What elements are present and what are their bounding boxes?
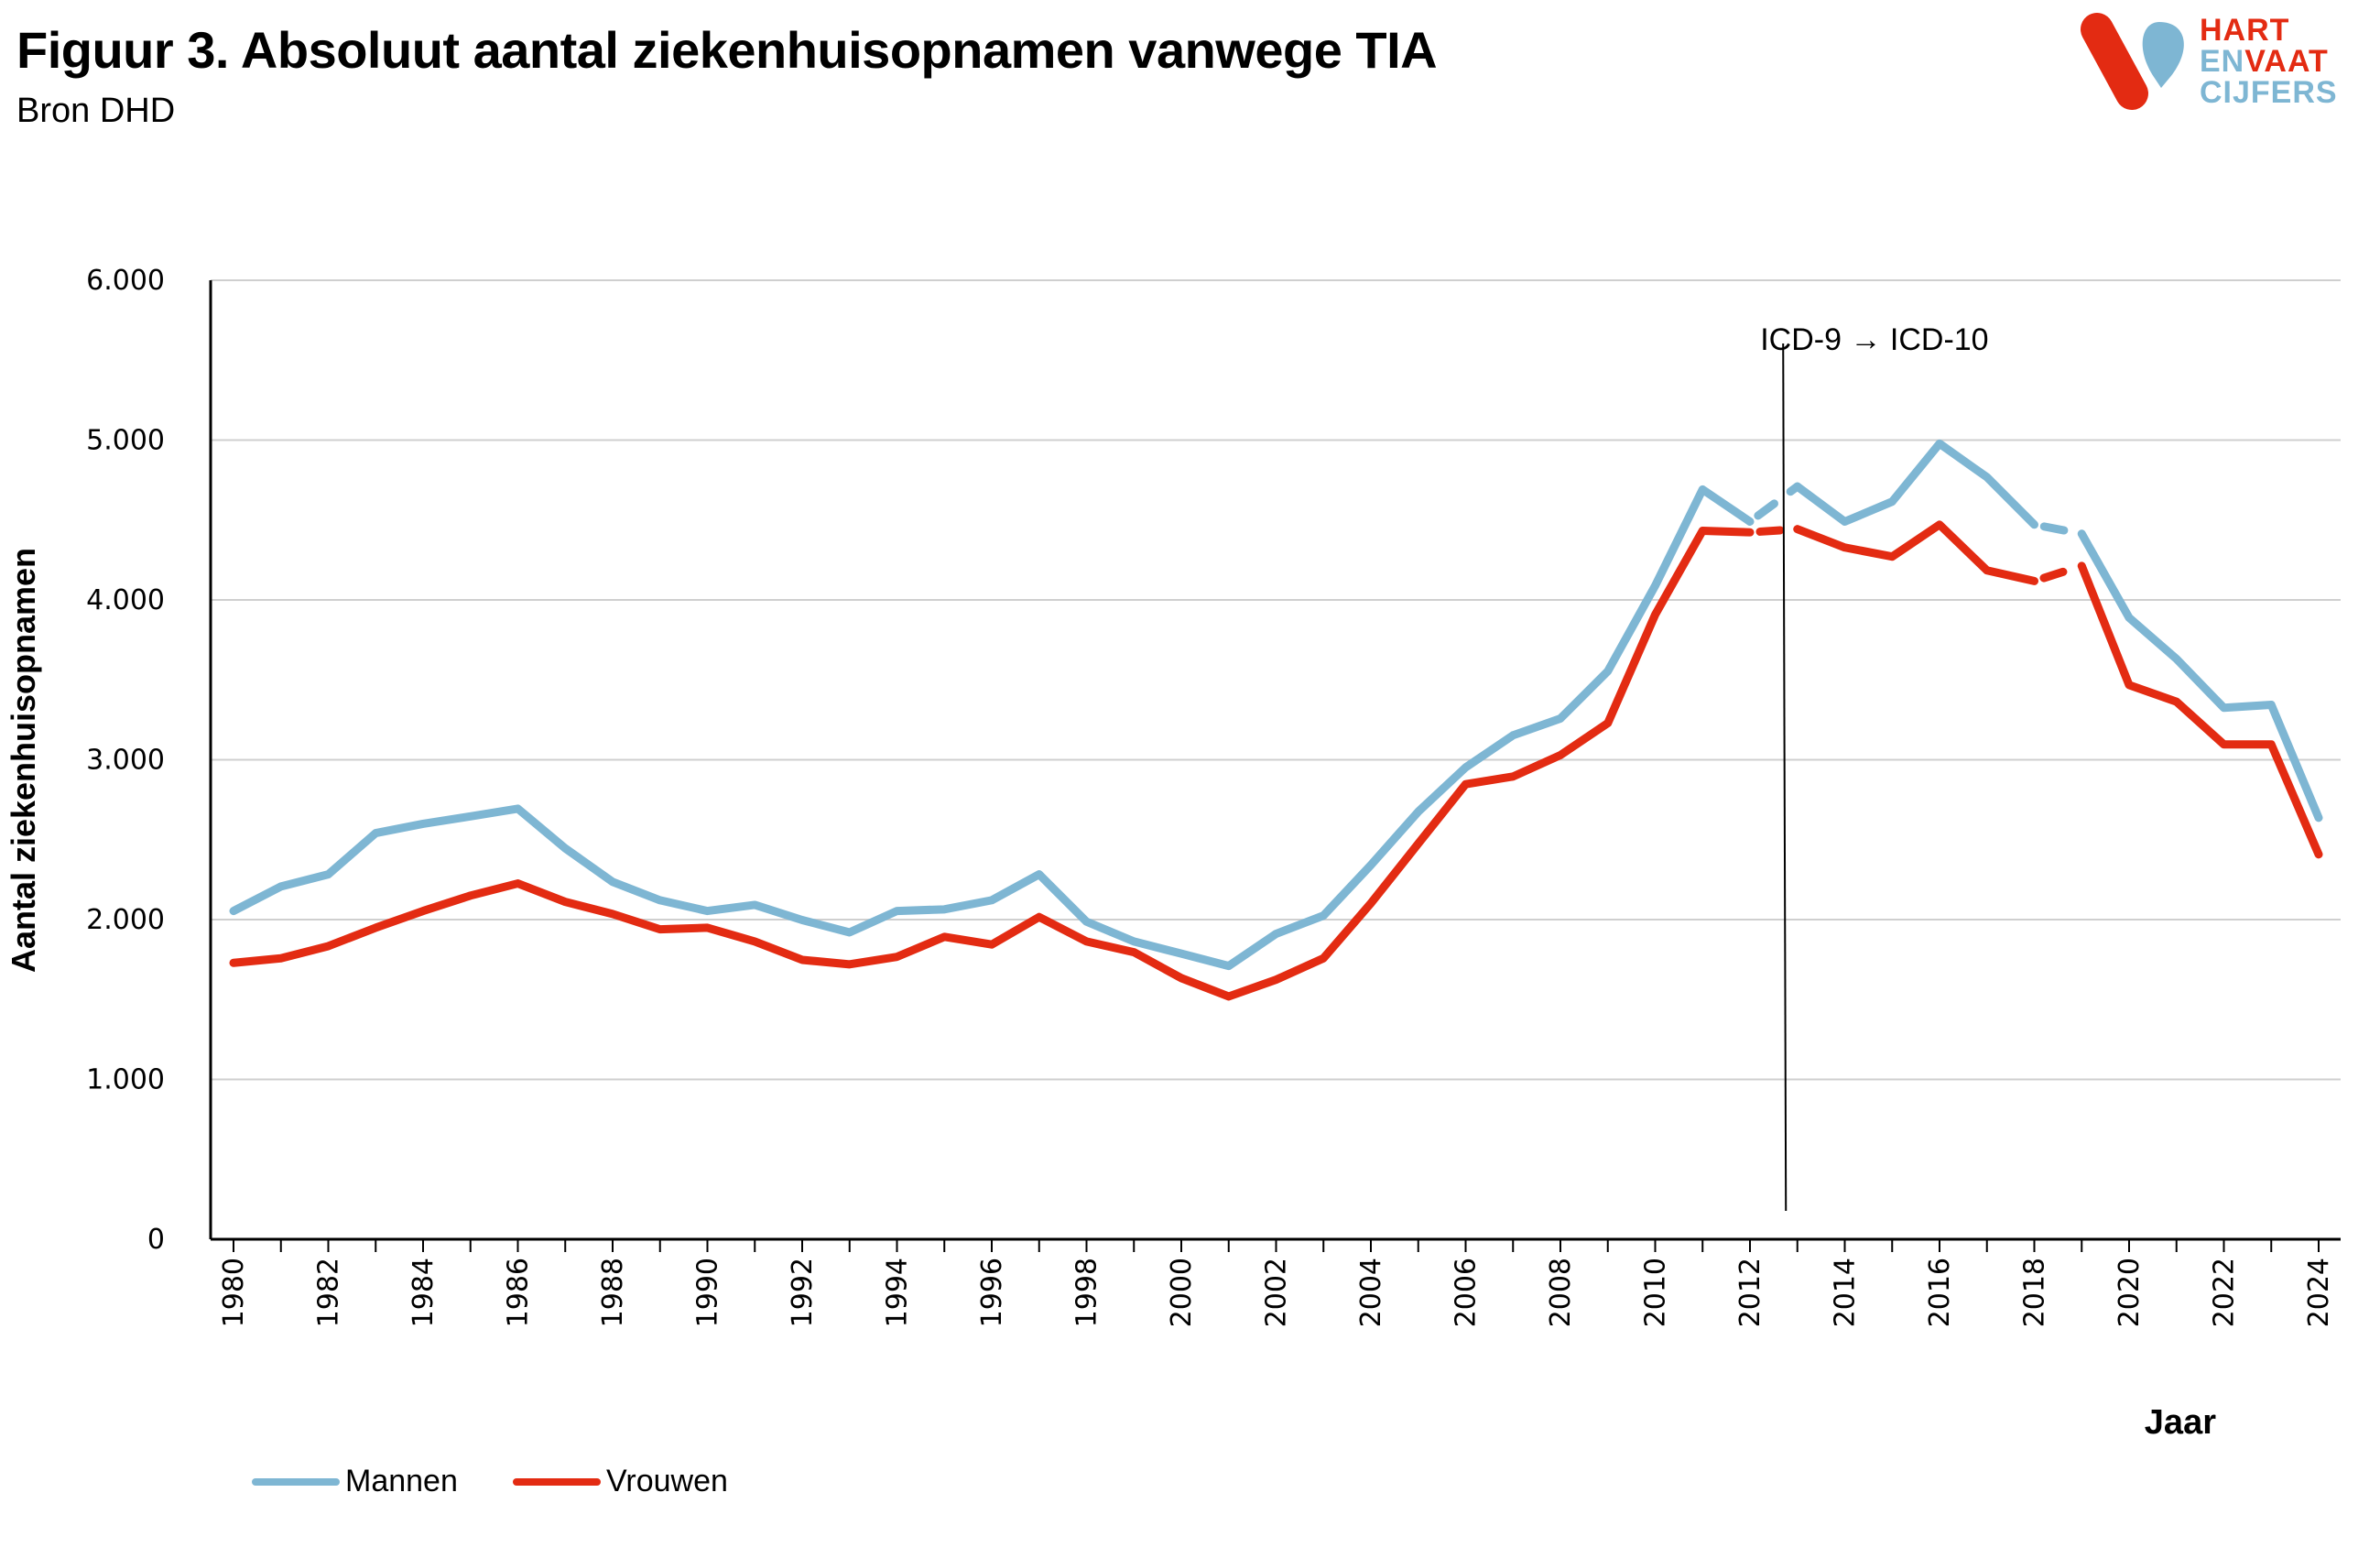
- logo-text-hart: HART: [2200, 13, 2290, 48]
- x-tick-label: 1998: [1071, 1258, 1103, 1327]
- y-tick-label: 6.000: [86, 265, 165, 297]
- x-tick-label: 1988: [597, 1258, 629, 1327]
- y-tick-label: 5.000: [86, 425, 165, 457]
- x-tick-label: 2016: [1924, 1258, 1956, 1327]
- x-tick-label: 1982: [313, 1258, 345, 1327]
- y-tick-label: 4.000: [86, 584, 165, 616]
- x-tick-label: 1984: [408, 1258, 440, 1327]
- chart-title: Figuur 3. Absoluut aantal ziekenhuisopna…: [16, 21, 1438, 79]
- series-dashed-segment-mannen: [2030, 520, 2086, 539]
- x-tick-label: 1986: [503, 1258, 535, 1327]
- legend-label-vrouwen: Vrouwen: [606, 1464, 728, 1498]
- x-tick-label: 1992: [787, 1258, 819, 1327]
- series-line-mannen: [1793, 439, 2038, 529]
- legend-swatch-mannen: [252, 1477, 340, 1486]
- x-tick-label: 1994: [882, 1258, 914, 1327]
- x-tick-label: 1996: [976, 1258, 1008, 1327]
- y-tick-label: 2.000: [86, 904, 165, 936]
- x-tick-label: 2024: [2303, 1258, 2335, 1327]
- chart-subtitle: Bron DHD: [16, 92, 176, 130]
- legend-item-vrouwen: Vrouwen: [513, 1464, 728, 1499]
- x-tick-label: 2010: [1640, 1258, 1672, 1327]
- logo-mark-icon: [2081, 13, 2184, 110]
- x-tick-label: 1990: [692, 1258, 724, 1327]
- x-tick-label: 1980: [218, 1258, 250, 1327]
- series-line-mannen: [2077, 529, 2323, 823]
- x-tick-label: 2014: [1830, 1258, 1862, 1327]
- x-axis-label: Jaar: [2145, 1403, 2216, 1442]
- y-axis-label: Aantal ziekenhuisopnamen: [5, 548, 42, 973]
- series-dashed-segment-vrouwen: [2030, 561, 2086, 585]
- logo-text-cijfers: CIJFERS: [2200, 75, 2338, 110]
- series-line-vrouwen: [2077, 561, 2323, 859]
- x-tick-label: 2012: [1734, 1258, 1766, 1327]
- x-tick-label: 2008: [1545, 1258, 1577, 1327]
- legend-label-mannen: Mannen: [345, 1464, 458, 1498]
- logo-text-envaat: ENVAAT: [2200, 44, 2329, 79]
- legend-item-mannen: Mannen: [252, 1464, 458, 1499]
- x-tick-label: 2020: [2114, 1258, 2146, 1327]
- series-dashed-segment-mannen: [1745, 482, 1802, 526]
- y-tick-label: 0: [147, 1224, 165, 1256]
- x-tick-label: 2006: [1451, 1258, 1483, 1327]
- series-dashed-segment-vrouwen: [1745, 525, 1802, 537]
- x-tick-label: 2000: [1166, 1258, 1198, 1327]
- hartenvaatcijfers-logo: HART ENVAAT CIJFERS: [2079, 13, 2372, 114]
- y-tick-label: 3.000: [86, 745, 165, 777]
- legend-swatch-vrouwen: [513, 1477, 601, 1486]
- x-tick-label: 2018: [2019, 1258, 2051, 1327]
- x-tick-label: 2004: [1355, 1258, 1387, 1327]
- icd-transition-line: [1782, 343, 1788, 1212]
- y-tick-label: 1.000: [86, 1064, 165, 1096]
- icd-annotation: ICD-9 → ICD-10: [1760, 322, 1988, 357]
- x-tick-label: 2002: [1261, 1258, 1293, 1327]
- x-tick-label: 2022: [2209, 1258, 2241, 1327]
- series-line-vrouwen: [1793, 520, 2038, 585]
